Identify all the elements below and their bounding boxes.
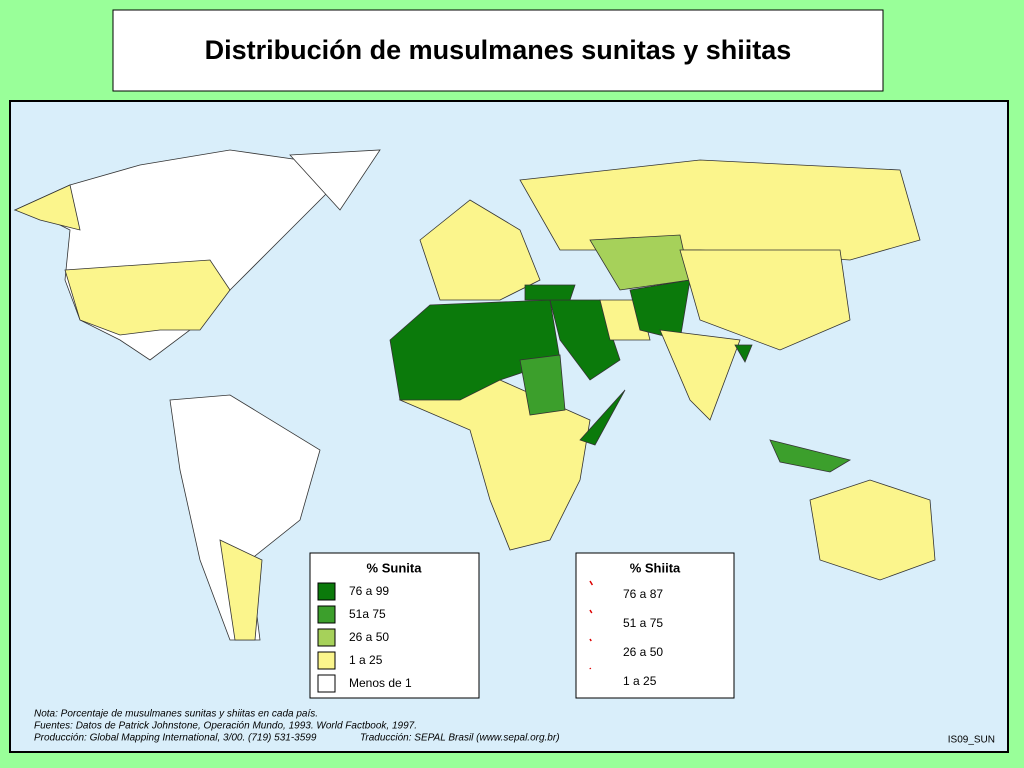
legend-label: 1 a 25: [623, 674, 657, 688]
legend-sunni: % Sunita 76 a 99 51a 75 26 a 50 1 a 25 Menos…: [309, 552, 480, 699]
legend-title: % Shiita: [630, 560, 681, 575]
note-line: Fuentes: Datos de Patrick Johnstone, Ope…: [34, 721, 417, 732]
legend-title: % Sunita: [367, 560, 423, 575]
legend-swatch: [317, 651, 336, 670]
legend-swatch: [317, 605, 336, 624]
legend-symbol: [589, 638, 592, 642]
legend-label: 51a 75: [349, 607, 386, 621]
legend-shiite: % Shiita 76 a 87 51 a 75 26 a 50 1 a 25: [575, 552, 735, 699]
legend-swatch: [317, 582, 336, 601]
continents: [13, 149, 936, 641]
legend-symbol: [589, 667, 592, 670]
title-box: [112, 9, 884, 92]
legend-swatch: [317, 674, 336, 693]
legend-symbol: [589, 609, 593, 614]
legend-items: 76 a 87 51 a 75 26 a 50 1 a 25: [589, 580, 663, 688]
map-code: IS09_SUN: [948, 735, 995, 746]
note-line: Producción: Global Mapping International…: [34, 733, 317, 744]
legend-label: 26 a 50: [623, 645, 663, 659]
note-line: Nota: Porcentaje de musulmanes sunitas y…: [34, 709, 318, 720]
legend-label: 51 a 75: [623, 616, 663, 630]
notes: Nota: Porcentaje de musulmanes sunitas y…: [34, 709, 560, 744]
legend-items: 76 a 99 51a 75 26 a 50 1 a 25 Menos de 1: [317, 582, 412, 693]
legend-label: 1 a 25: [349, 653, 383, 667]
legend-label: 26 a 50: [349, 630, 389, 644]
legend-label: Menos de 1: [349, 676, 412, 690]
legend-symbol: [589, 580, 594, 586]
note-line: Traducción: SEPAL Brasil (www.sepal.org.…: [360, 733, 560, 744]
legend-box: [309, 552, 480, 699]
legend-label: 76 a 99: [349, 584, 389, 598]
legend-box: [575, 552, 735, 699]
legend-label: 76 a 87: [623, 587, 663, 601]
legend-swatch: [317, 628, 336, 647]
title: Distribución de musulmanes sunitas y shi…: [205, 35, 792, 65]
